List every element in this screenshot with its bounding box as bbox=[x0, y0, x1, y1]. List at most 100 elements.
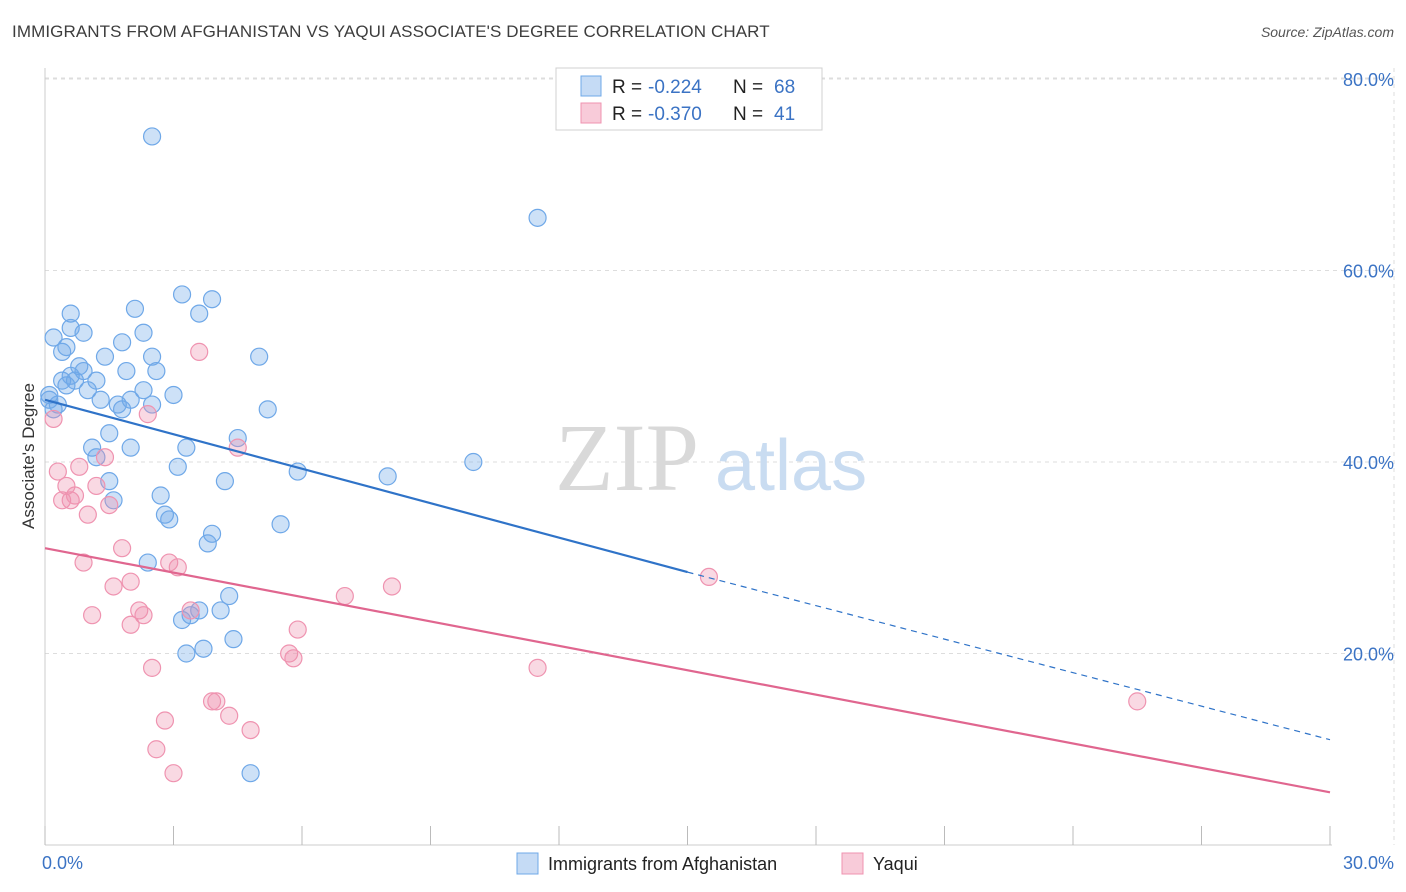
legend-swatch-blue bbox=[580, 75, 602, 97]
series-legend-label-afghanistan: Immigrants from Afghanistan bbox=[548, 854, 777, 874]
data-point bbox=[117, 361, 136, 381]
data-point bbox=[147, 361, 166, 381]
data-point bbox=[160, 510, 179, 529]
data-point bbox=[87, 371, 106, 390]
data-point bbox=[95, 347, 115, 366]
legend-n-label-1: N = bbox=[733, 77, 763, 98]
legend-n-value-1: 68 bbox=[774, 77, 795, 98]
data-point bbox=[1128, 692, 1147, 711]
data-point bbox=[464, 452, 483, 472]
data-point bbox=[177, 644, 196, 663]
legend-n-value-2: 41 bbox=[774, 104, 795, 125]
data-point bbox=[121, 438, 140, 457]
data-point bbox=[220, 706, 239, 725]
data-point bbox=[95, 448, 115, 467]
series-legend: Immigrants from Afghanistan Yaqui bbox=[516, 852, 918, 875]
series-yaqui-points bbox=[44, 342, 1147, 783]
data-point bbox=[57, 338, 76, 357]
data-point bbox=[121, 615, 140, 634]
data-point bbox=[241, 764, 260, 783]
axes bbox=[44, 68, 1332, 846]
data-point bbox=[87, 476, 106, 496]
data-point bbox=[142, 395, 162, 414]
data-point bbox=[528, 658, 547, 677]
stats-legend: R = -0.224 N = 68 R = -0.370 N = 41 bbox=[555, 67, 823, 131]
data-point bbox=[284, 649, 303, 668]
trend-line-afghanistan bbox=[44, 398, 688, 574]
legend-n-label-2: N = bbox=[733, 104, 763, 125]
data-point bbox=[528, 208, 547, 227]
y-tick-label: 80.0% bbox=[1343, 70, 1394, 90]
data-point bbox=[100, 424, 119, 443]
data-point bbox=[151, 486, 170, 505]
data-point bbox=[134, 381, 153, 400]
data-point bbox=[194, 639, 213, 658]
x-axis-ticks bbox=[44, 826, 1331, 845]
y-axis-label: Associate's Degree bbox=[19, 383, 38, 529]
data-point bbox=[177, 438, 196, 457]
y-tick-label: 40.0% bbox=[1343, 453, 1394, 473]
y-tick-label: 60.0% bbox=[1343, 262, 1394, 282]
data-point bbox=[70, 457, 89, 476]
trend-line-yaqui bbox=[44, 547, 1331, 794]
series-legend-swatch-pink bbox=[841, 852, 864, 875]
y-axis-tick-labels: 20.0% 40.0% 60.0% 80.0% bbox=[1343, 70, 1394, 665]
data-point bbox=[74, 361, 93, 381]
series-legend-swatch-blue bbox=[516, 852, 539, 875]
data-point bbox=[65, 486, 85, 505]
data-point bbox=[258, 400, 277, 419]
data-point bbox=[202, 692, 222, 711]
data-point bbox=[83, 438, 102, 457]
data-point bbox=[57, 376, 76, 395]
data-point bbox=[215, 472, 234, 491]
data-point bbox=[121, 572, 140, 591]
watermark-atlas: atlas bbox=[715, 426, 867, 506]
data-point bbox=[44, 409, 63, 429]
series-legend-label-yaqui: Yaqui bbox=[873, 854, 918, 874]
data-point bbox=[91, 390, 110, 409]
legend-r-label-2: R = bbox=[612, 104, 642, 125]
data-point bbox=[74, 553, 93, 572]
legend-r-label-1: R = bbox=[612, 77, 642, 98]
data-point bbox=[164, 385, 183, 405]
data-point bbox=[83, 606, 102, 625]
data-point bbox=[699, 567, 719, 587]
legend-r-value-2: -0.370 bbox=[648, 104, 702, 125]
data-point bbox=[164, 764, 183, 783]
data-point bbox=[190, 304, 209, 323]
data-point bbox=[228, 428, 247, 448]
data-point bbox=[61, 304, 80, 323]
data-point bbox=[241, 720, 260, 740]
data-point bbox=[288, 620, 307, 639]
data-point bbox=[271, 515, 290, 534]
data-point bbox=[220, 586, 239, 606]
source-credit: Source: ZipAtlas.com bbox=[1260, 24, 1394, 40]
data-point bbox=[125, 299, 145, 318]
watermark-zip: ZIP bbox=[555, 404, 699, 511]
data-point bbox=[147, 740, 166, 759]
data-point bbox=[190, 342, 209, 361]
data-point bbox=[378, 467, 397, 486]
data-point bbox=[198, 534, 217, 553]
data-point bbox=[142, 127, 162, 146]
data-point bbox=[181, 606, 200, 625]
chart-title: IMMIGRANTS FROM AFGHANISTAN VS YAQUI ASS… bbox=[12, 22, 770, 41]
data-point bbox=[78, 505, 97, 524]
data-point bbox=[224, 630, 243, 649]
data-point bbox=[100, 495, 119, 515]
data-point bbox=[335, 586, 354, 606]
y-tick-label: 20.0% bbox=[1343, 645, 1394, 665]
data-point bbox=[382, 577, 402, 596]
data-point bbox=[202, 524, 222, 543]
trend-line-afghanistan-extension bbox=[687, 571, 1331, 741]
data-point bbox=[250, 347, 269, 366]
data-point bbox=[168, 457, 187, 476]
data-point bbox=[155, 711, 175, 730]
data-point bbox=[207, 692, 226, 711]
data-point bbox=[138, 405, 157, 424]
data-point bbox=[121, 390, 140, 409]
x-tick-label-min: 0.0% bbox=[42, 853, 83, 873]
data-point bbox=[142, 658, 162, 677]
data-point bbox=[134, 323, 153, 342]
